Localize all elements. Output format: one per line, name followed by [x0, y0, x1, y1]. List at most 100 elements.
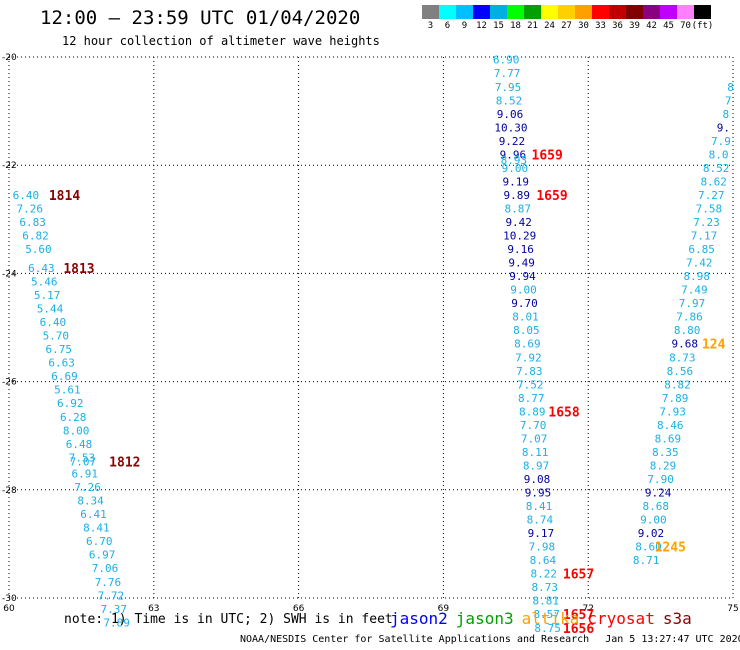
data-point-label: 8.75: [534, 622, 561, 635]
colorbar-label: 21: [527, 21, 538, 31]
colorbar-label: 24: [544, 21, 555, 31]
legend-altika: altika: [521, 609, 580, 628]
data-point-label: 6.28: [60, 411, 87, 424]
time-label: 1245: [655, 541, 686, 556]
colorbar-label: 30: [578, 21, 589, 31]
colorbar-labels: 3 6 9 12 15 18 21 24 27 30 33 36 39 42 45 70 (ft): [422, 21, 740, 35]
data-point-label: 6.83: [19, 216, 46, 229]
data-point-label: 7.42: [686, 257, 713, 270]
data-point-label: 6.40: [40, 316, 67, 329]
data-point-label: 7.26: [17, 202, 44, 215]
y-tick-label: -28: [2, 486, 17, 496]
data-point-label: 6.82: [22, 230, 49, 243]
data-point-label: 7.52: [517, 378, 544, 391]
data-point-label: 8: [722, 108, 729, 121]
colorbar-label: 36: [612, 21, 623, 31]
data-point-label: 8.05: [513, 324, 540, 337]
data-point-label: 9.22: [499, 135, 526, 148]
data-point-label: 8.98: [684, 270, 711, 283]
data-point-label: 5.17: [34, 289, 61, 302]
data-point-label: 10.30: [494, 121, 527, 134]
data-point-label: 8.77: [518, 392, 545, 405]
data-point-label: 8.41: [526, 500, 553, 513]
data-point-label: 8.52: [703, 162, 730, 175]
data-point-label: 6.41: [80, 508, 107, 521]
time-label: 1814: [49, 189, 80, 204]
time-label: 1812: [109, 456, 140, 471]
legend-cryosat: cryosat: [587, 609, 655, 628]
data-point-label: 8.80: [674, 324, 701, 337]
data-point-label: 8: [727, 81, 734, 94]
data-point-label: 6.75: [45, 343, 72, 356]
time-label: 1659: [532, 148, 563, 163]
data-point-label: 7.89: [662, 392, 689, 405]
data-point-label: 6.40: [13, 189, 40, 202]
data-point-label: 7.83: [516, 365, 543, 378]
legend-jason3: jason3: [455, 609, 514, 628]
colorbar-swatch: [422, 5, 439, 19]
x-tick-label: 66: [293, 604, 305, 614]
colorbar-label: 18: [510, 21, 521, 31]
colorbar-label: 39: [629, 21, 640, 31]
data-point-label: 8.52: [496, 94, 523, 107]
data-point-label: 8.71: [633, 554, 660, 567]
colorbar-label: 45: [663, 21, 674, 31]
data-point-label: 7.77: [494, 67, 521, 80]
footer-source: NOAA/NESDIS Center for Satellite Applica…: [240, 634, 590, 645]
time-label: 1813: [63, 262, 94, 277]
data-point-label: 8.73: [532, 581, 559, 594]
colorbar-label: 42: [646, 21, 657, 31]
data-point-label: 5.46: [31, 276, 58, 289]
data-point-label: 8.68: [643, 500, 670, 513]
colorbar-swatch: [473, 5, 490, 19]
data-point-label: 6.91: [72, 468, 99, 481]
y-tick-label: -24: [2, 269, 17, 279]
x-tick-label: 69: [438, 604, 450, 614]
colorbar-label: 9: [461, 21, 468, 31]
data-point-label: 7.86: [676, 311, 703, 324]
data-point-label: 8.00: [63, 424, 90, 437]
data-point-label: 7.49: [681, 284, 708, 297]
footer-timestamp: Jan 5 13:27:47 UTC 2020: [605, 634, 740, 645]
x-tick-label: 63: [148, 604, 159, 614]
colorbar-swatch: [660, 5, 677, 19]
units-note: note: 1) Time is in UTC; 2) SWH is in fe…: [64, 612, 393, 627]
data-point-label: 9.70: [511, 297, 538, 310]
data-point-label: 8.34: [77, 495, 104, 508]
colorbar-swatch: [490, 5, 507, 19]
data-point-label: 9.: [717, 121, 730, 134]
data-point-label: 8.73: [669, 351, 696, 364]
data-point-label: 7.37: [100, 603, 127, 616]
data-point-label: 7.90: [647, 473, 674, 486]
data-point-label: 6.69: [51, 370, 78, 383]
data-point-label: 7.98: [529, 541, 556, 554]
colorbar-swatch: [456, 5, 473, 19]
data-point-label: 8.93: [501, 154, 528, 167]
colorbar-swatch: [609, 5, 626, 19]
data-point-label: 8.64: [530, 554, 557, 567]
satellite-legend: jason2 jason3 altika cryosat s3a: [390, 609, 700, 628]
data-point-label: 8.81: [532, 595, 559, 608]
data-point-label: 7.89: [103, 616, 130, 629]
data-point-label: 6.70: [86, 535, 113, 548]
chart-subtitle: 12 hour collection of altimeter wave hei…: [62, 34, 380, 48]
data-point-label: 9.68: [671, 338, 698, 351]
y-tick-label: -22: [2, 161, 17, 171]
data-point-label: 7.70: [520, 419, 547, 432]
data-point-label: 7.07: [70, 456, 97, 469]
data-point-label: 8.56: [667, 365, 694, 378]
data-point-label: 7.76: [95, 576, 122, 589]
data-point-label: 7.93: [659, 405, 686, 418]
data-point-label: 6.43: [28, 262, 55, 275]
data-point-label: 9.17: [528, 527, 555, 540]
colorbar-swatch: [677, 5, 694, 19]
data-point-label: 8.87: [504, 202, 531, 215]
colorbar-swatch: [694, 5, 711, 19]
data-point-label: 9.42: [505, 216, 532, 229]
data-point-label: 9.00: [502, 162, 529, 175]
data-point-label: 6.90: [493, 54, 520, 67]
data-point-label: 6.48: [66, 438, 93, 451]
data-point-label: 7.53: [69, 451, 96, 464]
x-tick-label: 72: [582, 604, 593, 614]
colorbar-swatch: [524, 5, 541, 19]
